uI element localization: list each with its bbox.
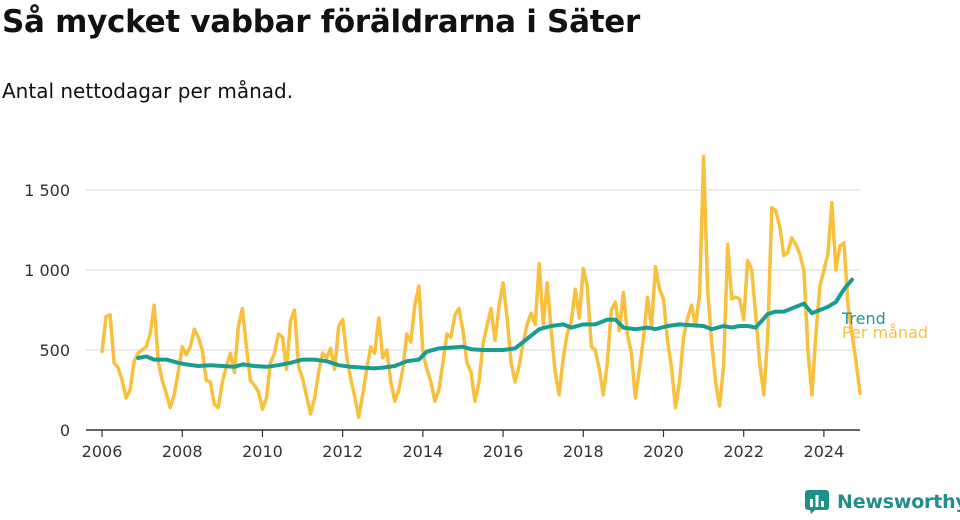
- y-tick-label: 500: [39, 341, 70, 360]
- trend-line: [136, 277, 854, 371]
- y-tick-label: 0: [60, 421, 70, 440]
- y-tick-label: 1 000: [24, 261, 70, 280]
- x-tick-label: 2024: [804, 442, 845, 461]
- x-tick-label: 2008: [162, 442, 203, 461]
- x-tick-label: 2006: [82, 442, 123, 461]
- x-tick-label: 2010: [242, 442, 283, 461]
- brand-name: Newsworthy: [837, 491, 960, 513]
- x-tick-label: 2016: [483, 442, 524, 461]
- x-tick-label: 2012: [322, 442, 363, 461]
- chart-title: Så mycket vabbar föräldrarna i Säter: [2, 4, 640, 40]
- per-month-series-label: Per månad: [842, 323, 928, 342]
- per-month-line: [100, 154, 862, 419]
- x-tick-label: 2018: [563, 442, 604, 461]
- trend-series-label: Trend: [841, 309, 886, 328]
- y-tick-label: 1 500: [24, 181, 70, 200]
- x-tick-label: 2022: [723, 442, 764, 461]
- newsworthy-logo-icon: [805, 490, 829, 514]
- chart-subtitle: Antal nettodagar per månad.: [2, 79, 294, 103]
- brand-logo[interactable]: Newsworthy: [804, 489, 960, 515]
- x-tick-label: 2020: [643, 442, 684, 461]
- x-tick-label: 2014: [403, 442, 444, 461]
